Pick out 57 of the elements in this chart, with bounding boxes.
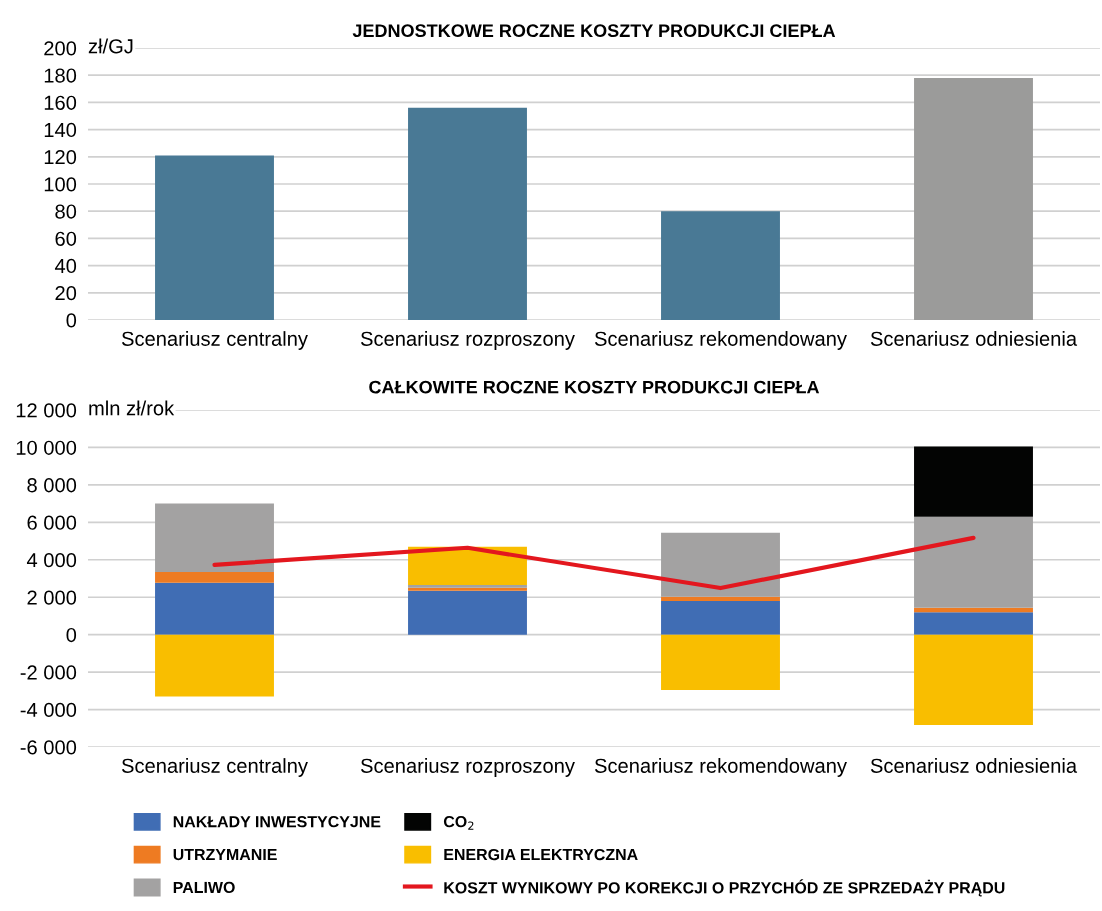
y-tick-label: 12 000 bbox=[16, 403, 77, 418]
x-tick-label: Scenariusz rekomendowany bbox=[594, 331, 847, 350]
bar bbox=[661, 600, 780, 635]
bar bbox=[914, 516, 1033, 608]
bar bbox=[155, 634, 274, 697]
x-tick-label: Scenariusz rozproszony bbox=[360, 331, 575, 350]
y-tick-label: 40 bbox=[54, 258, 77, 274]
bar bbox=[914, 612, 1033, 635]
x-tick-label: Scenariusz centralny bbox=[121, 758, 308, 777]
bar bbox=[661, 211, 780, 320]
bar bbox=[408, 590, 527, 635]
x-tick-label: Scenariusz rekomendowany bbox=[594, 758, 847, 777]
y-tick-label: 200 bbox=[44, 41, 77, 56]
bar bbox=[661, 634, 780, 690]
bar bbox=[408, 107, 527, 320]
x-tick-label: Scenariusz odniesienia bbox=[870, 331, 1078, 346]
bar bbox=[914, 634, 1033, 726]
y-tick-label: -2 000 bbox=[20, 665, 77, 680]
y-axis-title: mln zł/rok bbox=[89, 400, 175, 416]
bar bbox=[155, 571, 274, 583]
y-tick-label: 6 000 bbox=[27, 515, 77, 530]
y-tick-label: 160 bbox=[44, 95, 77, 110]
x-tick-label: Scenariusz centralny bbox=[121, 331, 308, 350]
y-tick-label: 20 bbox=[55, 286, 77, 301]
y-axis-title: zł/GJ bbox=[88, 38, 133, 54]
y-tick-label: 10 000 bbox=[16, 440, 77, 455]
chart-title: JEDNOSTKOWE ROCZNE KOSZTY PRODUKCJI CIEPŁA bbox=[352, 24, 836, 38]
y-tick-label: 4 000 bbox=[26, 553, 77, 568]
y-tick-label: 140 bbox=[44, 122, 77, 138]
legend-label: UTRZYMANIE bbox=[173, 849, 277, 861]
legend-label: KOSZT WYNIKOWY PO KOREKCJI O PRZYCHÓD ZE SPRZEDAŻY PRĄDU bbox=[444, 879, 1005, 897]
legend-label: ENERGIA ELEKTRYCZNA bbox=[444, 848, 638, 861]
legend-label: CO$_{2}$ bbox=[443, 815, 474, 830]
bar bbox=[914, 446, 1033, 517]
y-tick-label: 120 bbox=[44, 150, 77, 165]
y-tick-label: 180 bbox=[44, 68, 77, 83]
x-tick-label: Scenariusz rozproszony bbox=[360, 758, 575, 777]
y-tick-label: 8 000 bbox=[27, 478, 77, 493]
y-tick-label: 80 bbox=[55, 204, 77, 219]
line-series bbox=[212, 535, 976, 591]
y-tick-label: -6 000 bbox=[20, 740, 77, 755]
x-tick-label: Scenariusz odniesienia bbox=[870, 758, 1078, 773]
legend-label: NAKŁADY INWESTYCYJNE bbox=[173, 816, 381, 828]
y-tick-label: 100 bbox=[44, 177, 77, 192]
legend-label: PALIWO bbox=[173, 881, 235, 894]
y-tick-label: 60 bbox=[55, 231, 77, 246]
y-tick-label: 0 bbox=[66, 313, 77, 328]
bar bbox=[155, 503, 274, 572]
bar bbox=[914, 77, 1033, 320]
bar bbox=[661, 596, 780, 601]
y-tick-label: -4 000 bbox=[20, 702, 77, 718]
bar bbox=[155, 155, 274, 320]
chart-title: CAŁKOWITE ROCZNE KOSZTY PRODUKCJI CIEPŁA bbox=[369, 380, 820, 394]
y-tick-label: 2 000 bbox=[27, 590, 77, 605]
y-tick-label: 0 bbox=[66, 627, 77, 643]
bar bbox=[661, 532, 780, 597]
bar bbox=[155, 582, 274, 635]
